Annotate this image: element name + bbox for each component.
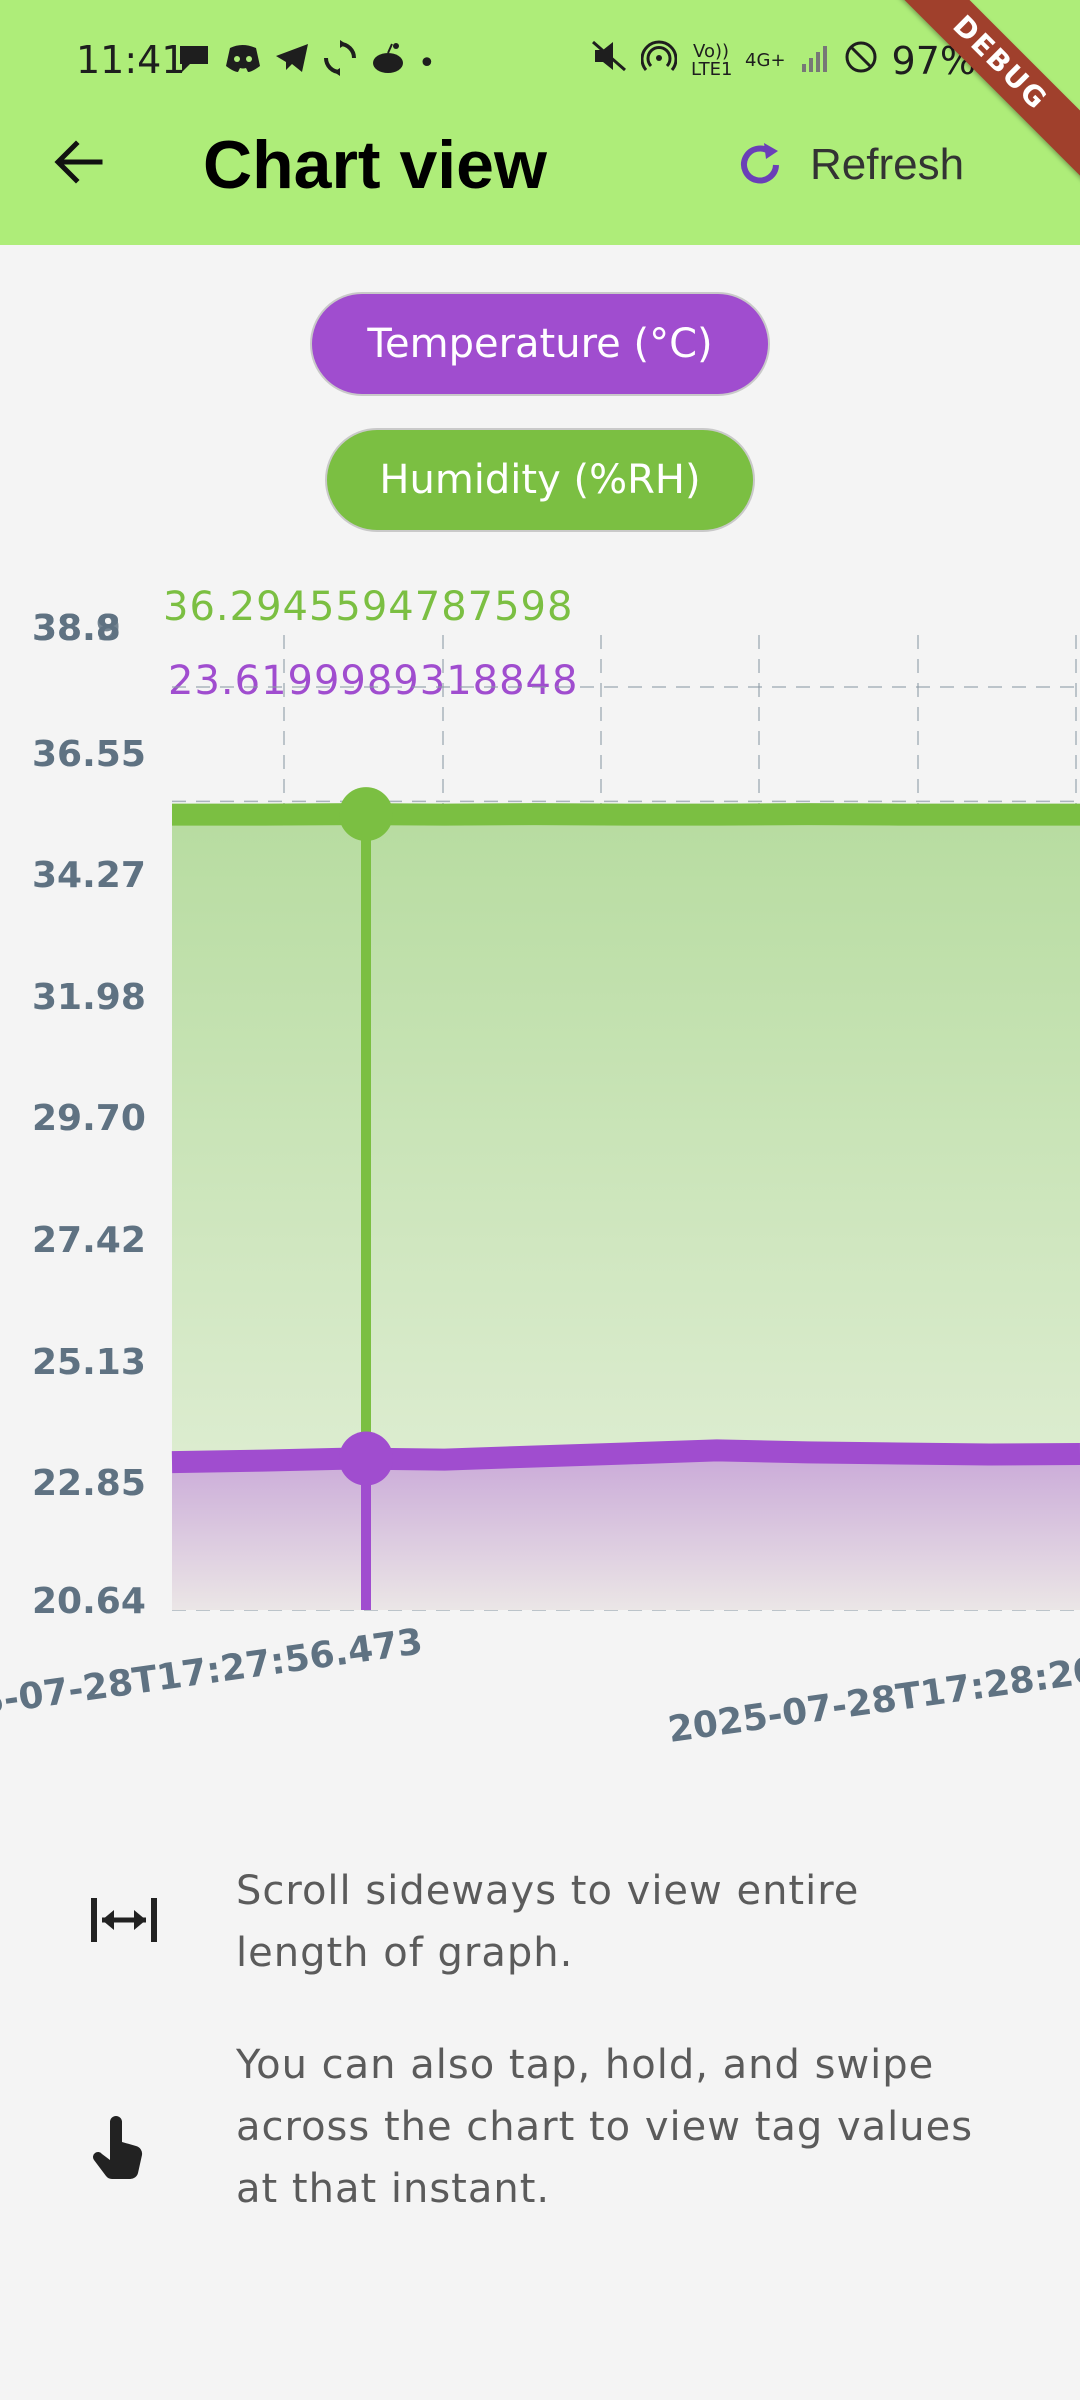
- chart-lines: [171, 803, 1080, 1474]
- status-time: 11:41: [76, 38, 186, 82]
- back-button[interactable]: [48, 132, 108, 192]
- arrow-left-icon: [54, 140, 103, 184]
- volte-icon: Vo)) LTE1: [691, 40, 733, 80]
- y-tick-label: 25.13: [32, 1342, 146, 1383]
- y-tick-label-overlap: 38.9: [32, 608, 121, 649]
- humidity-toggle[interactable]: Humidity (%RH): [325, 428, 755, 532]
- chat-bubble-icon: [176, 42, 212, 85]
- signal-icon: [800, 39, 830, 83]
- temperature-tooltip-value: 23.6199989318848: [168, 658, 579, 704]
- x-tick-label: 2025-07-28T17:27:56.473: [0, 1621, 425, 1734]
- humidity-line: [172, 803, 1080, 826]
- discord-icon: [224, 42, 262, 85]
- refresh-icon: [741, 143, 779, 184]
- dnd-icon: [844, 39, 878, 83]
- sensor-chart[interactable]: 38.938.8 36.55 34.27 31.98 29.70 27.42 25.13 22…: [0, 560, 1080, 1760]
- scroll-hint-line-1: Scroll sideways to view entire: [236, 1868, 860, 1914]
- tap-hint-text: You can also tap, hold, and swipe across…: [236, 2034, 1026, 2220]
- temperature-area: [172, 1450, 1080, 1610]
- temperature-toggle[interactable]: Temperature (°C): [310, 292, 770, 396]
- scroll-hint-text: Scroll sideways to view entire length of…: [236, 1860, 1026, 1984]
- status-icons-right: Vo)) LTE1 4G+ 97%: [591, 38, 1010, 83]
- refresh-button[interactable]: Refresh: [734, 130, 964, 200]
- touch-hand-icon: [88, 2114, 152, 2186]
- y-tick-label: 20.64: [32, 1581, 146, 1622]
- chart-areas: [172, 814, 1080, 1610]
- horizontal-arrows-icon: [88, 1890, 160, 1954]
- humidity-tooltip-value: 36.2945594787598: [163, 584, 574, 630]
- notification-icons: •: [176, 40, 436, 87]
- tap-hint-line-1: You can also tap, hold, and swipe: [236, 2042, 935, 2088]
- app-bar: 11:41 • Vo)): [0, 0, 1080, 245]
- refresh-label: Refresh: [810, 140, 965, 189]
- y-tick-label: 38.8: [32, 608, 121, 649]
- y-tick-label: 29.70: [32, 1098, 146, 1139]
- reddit-icon: [370, 41, 406, 86]
- page-title: Chart view: [203, 127, 547, 203]
- tap-hint-line-2: across the chart to view tag values: [236, 2104, 974, 2150]
- y-tick-label: 31.98: [32, 977, 146, 1018]
- humidity-marker: [339, 787, 393, 842]
- temperature-line: [171, 1439, 1080, 1474]
- y-tick-label: 34.27: [32, 855, 146, 896]
- x-tick-label: 2025-07-28T17:28:20: [666, 1650, 1080, 1751]
- y-tick-label: 22.85: [32, 1463, 146, 1504]
- mute-icon: [591, 38, 627, 83]
- y-axis-labels: 38.938.8 36.55 34.27 31.98 29.70 27.42 25.13 22…: [32, 608, 146, 1622]
- hotspot-icon: [640, 38, 678, 83]
- status-bar: 11:41 • Vo)): [0, 0, 1080, 120]
- x-axis-labels: 2025-07-28T17:27:56.473 2025-07-28T17:28:…: [0, 1621, 1080, 1751]
- y-tick-label: 27.42: [32, 1220, 146, 1261]
- telegram-icon: [274, 42, 310, 85]
- scroll-hint-line-2: length of graph.: [236, 1930, 574, 1976]
- 4g-icon: 4G+: [745, 49, 786, 71]
- y-tick-label: 36.55: [32, 734, 146, 775]
- temperature-marker: [339, 1431, 393, 1486]
- sync-icon: [322, 40, 358, 87]
- tap-hint-line-3: at that instant.: [236, 2166, 551, 2212]
- status-dot: •: [418, 45, 436, 81]
- humidity-area: [172, 814, 1080, 1610]
- chart-crosshair: [339, 787, 393, 1610]
